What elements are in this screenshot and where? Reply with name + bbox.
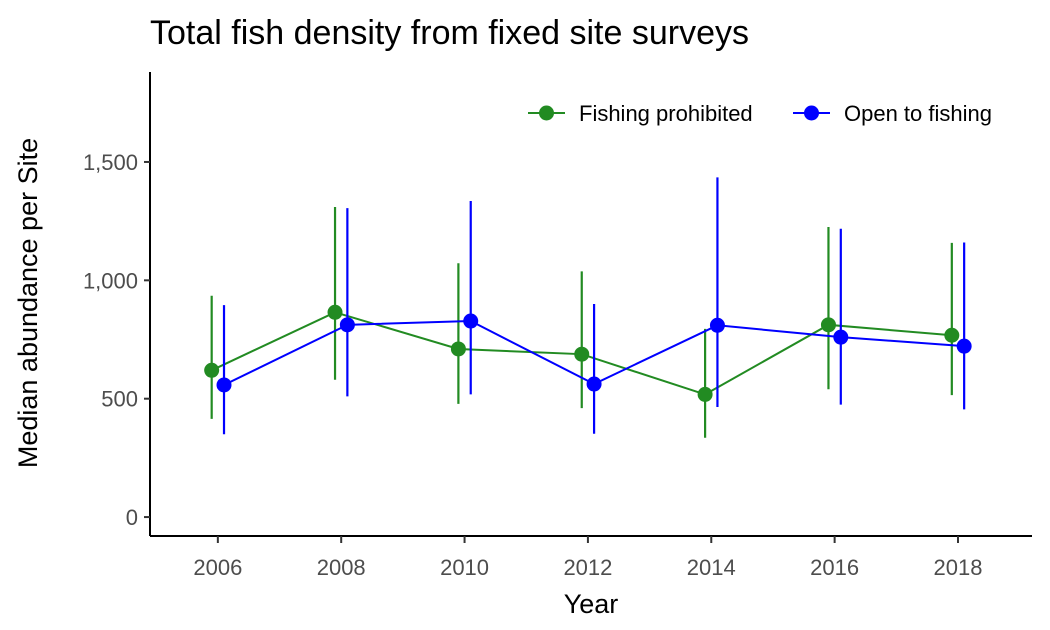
data-point bbox=[339, 317, 355, 333]
y-tick-label: 500 bbox=[101, 387, 138, 412]
y-tick-label: 1,000 bbox=[83, 268, 138, 293]
data-point bbox=[463, 313, 479, 329]
data-point bbox=[820, 317, 836, 333]
data-point bbox=[833, 329, 849, 345]
legend: Fishing prohibited Open to fishing bbox=[528, 101, 992, 126]
data-point bbox=[450, 341, 466, 357]
y-tick-label: 0 bbox=[126, 505, 138, 530]
series-fishing-prohibited bbox=[204, 206, 960, 438]
data-point bbox=[697, 386, 713, 402]
y-tick-label: 1,500 bbox=[83, 150, 138, 175]
legend-label: Open to fishing bbox=[844, 101, 992, 126]
data-point bbox=[327, 304, 343, 320]
series-open-to-fishing bbox=[216, 177, 972, 435]
data-point bbox=[709, 317, 725, 333]
x-tick-label: 2016 bbox=[810, 555, 859, 580]
x-tick-label: 2010 bbox=[440, 555, 489, 580]
legend-key-point bbox=[539, 105, 554, 121]
data-point bbox=[216, 377, 232, 393]
x-tick-label: 2008 bbox=[317, 555, 366, 580]
data-point bbox=[586, 376, 602, 392]
x-axis-title: Year bbox=[564, 589, 619, 619]
x-tick-label: 2018 bbox=[934, 555, 983, 580]
legend-label: Fishing prohibited bbox=[579, 101, 753, 126]
x-tick-label: 2014 bbox=[687, 555, 736, 580]
data-point bbox=[574, 346, 590, 362]
data-point bbox=[956, 338, 972, 354]
tick-labels: 0 500 1,000 1,500 2006 2008 2010 2012 2014 2016 20… bbox=[83, 150, 983, 580]
data-point bbox=[944, 327, 960, 343]
x-tick-label: 2006 bbox=[193, 555, 242, 580]
x-tick-label: 2012 bbox=[563, 555, 612, 580]
axes bbox=[149, 72, 1032, 537]
chart-title: Total fish density from fixed site surve… bbox=[150, 14, 749, 52]
series-layer bbox=[204, 177, 972, 438]
data-point bbox=[204, 362, 220, 378]
legend-key-point bbox=[804, 105, 819, 121]
y-axis-title: Median abundance per Site bbox=[13, 138, 43, 468]
